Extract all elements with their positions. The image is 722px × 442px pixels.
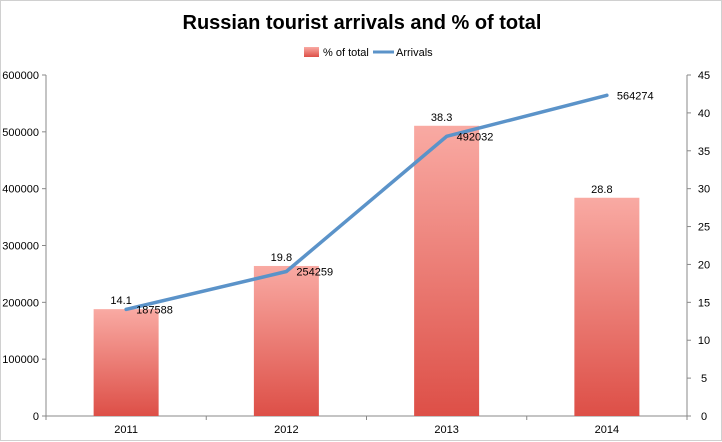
bar-percent-2011 <box>93 309 159 416</box>
right-tick-label: 15 <box>698 297 710 309</box>
line-data-label: 492032 <box>457 131 494 143</box>
arrivals-point-2011 <box>124 307 128 311</box>
right-tick-label: 25 <box>698 222 710 234</box>
left-tick-label: 300000 <box>2 241 39 253</box>
legend-swatch-percent <box>304 47 319 57</box>
arrivals-line-group <box>124 93 609 312</box>
bar-percent-2012 <box>253 265 319 416</box>
arrivals-line <box>124 93 609 312</box>
left-tick-label: 500000 <box>2 127 39 139</box>
right-tick-label: 0 <box>701 411 707 423</box>
left-tick-label: 400000 <box>2 184 39 196</box>
right-tick-label: 35 <box>698 146 710 158</box>
right-tick-label: 30 <box>698 184 710 196</box>
bar-data-label: 14.1 <box>110 295 131 307</box>
legend-label-arrivals: Arrivals <box>396 47 433 59</box>
axes: 0 100000 200000 300000 400000 500000 600000 0 5 1… <box>2 70 710 436</box>
bar-data-label: 28.8 <box>591 184 612 196</box>
right-tick-label: 40 <box>698 108 710 120</box>
data-labels: 14.1 19.8 38.3 28.8 187588 254259 492032 564274 <box>110 90 653 316</box>
bar-data-label: 38.3 <box>431 112 452 124</box>
arrivals-point-2014 <box>605 93 609 97</box>
x-tick-label: 2014 <box>595 424 619 436</box>
line-data-label: 564274 <box>617 90 654 102</box>
line-data-label: 254259 <box>296 266 333 278</box>
right-tick-label: 5 <box>701 373 707 385</box>
right-tick-label: 10 <box>698 335 710 347</box>
x-tick-label: 2013 <box>434 424 458 436</box>
arrivals-point-2012 <box>284 269 288 273</box>
bars <box>93 125 640 416</box>
line-data-label: 187588 <box>136 304 173 316</box>
arrivals-point-2013 <box>445 134 449 138</box>
right-tick-label: 45 <box>698 70 710 82</box>
left-tick-label: 200000 <box>2 297 39 309</box>
left-tick-label: 0 <box>33 411 39 423</box>
x-tick-label: 2011 <box>114 424 138 436</box>
bar-data-label: 19.8 <box>271 252 292 264</box>
legend-label-percent: % of total <box>323 47 369 59</box>
left-tick-label: 100000 <box>2 354 39 366</box>
chart-title: Russian tourist arrivals and % of total <box>183 12 542 34</box>
x-tick-label: 2012 <box>274 424 298 436</box>
legend: % of total Arrivals <box>304 47 433 59</box>
left-tick-label: 600000 <box>2 70 39 82</box>
right-tick-label: 20 <box>698 259 710 271</box>
bar-percent-2014 <box>574 197 640 416</box>
bar-percent-2013 <box>414 125 480 416</box>
